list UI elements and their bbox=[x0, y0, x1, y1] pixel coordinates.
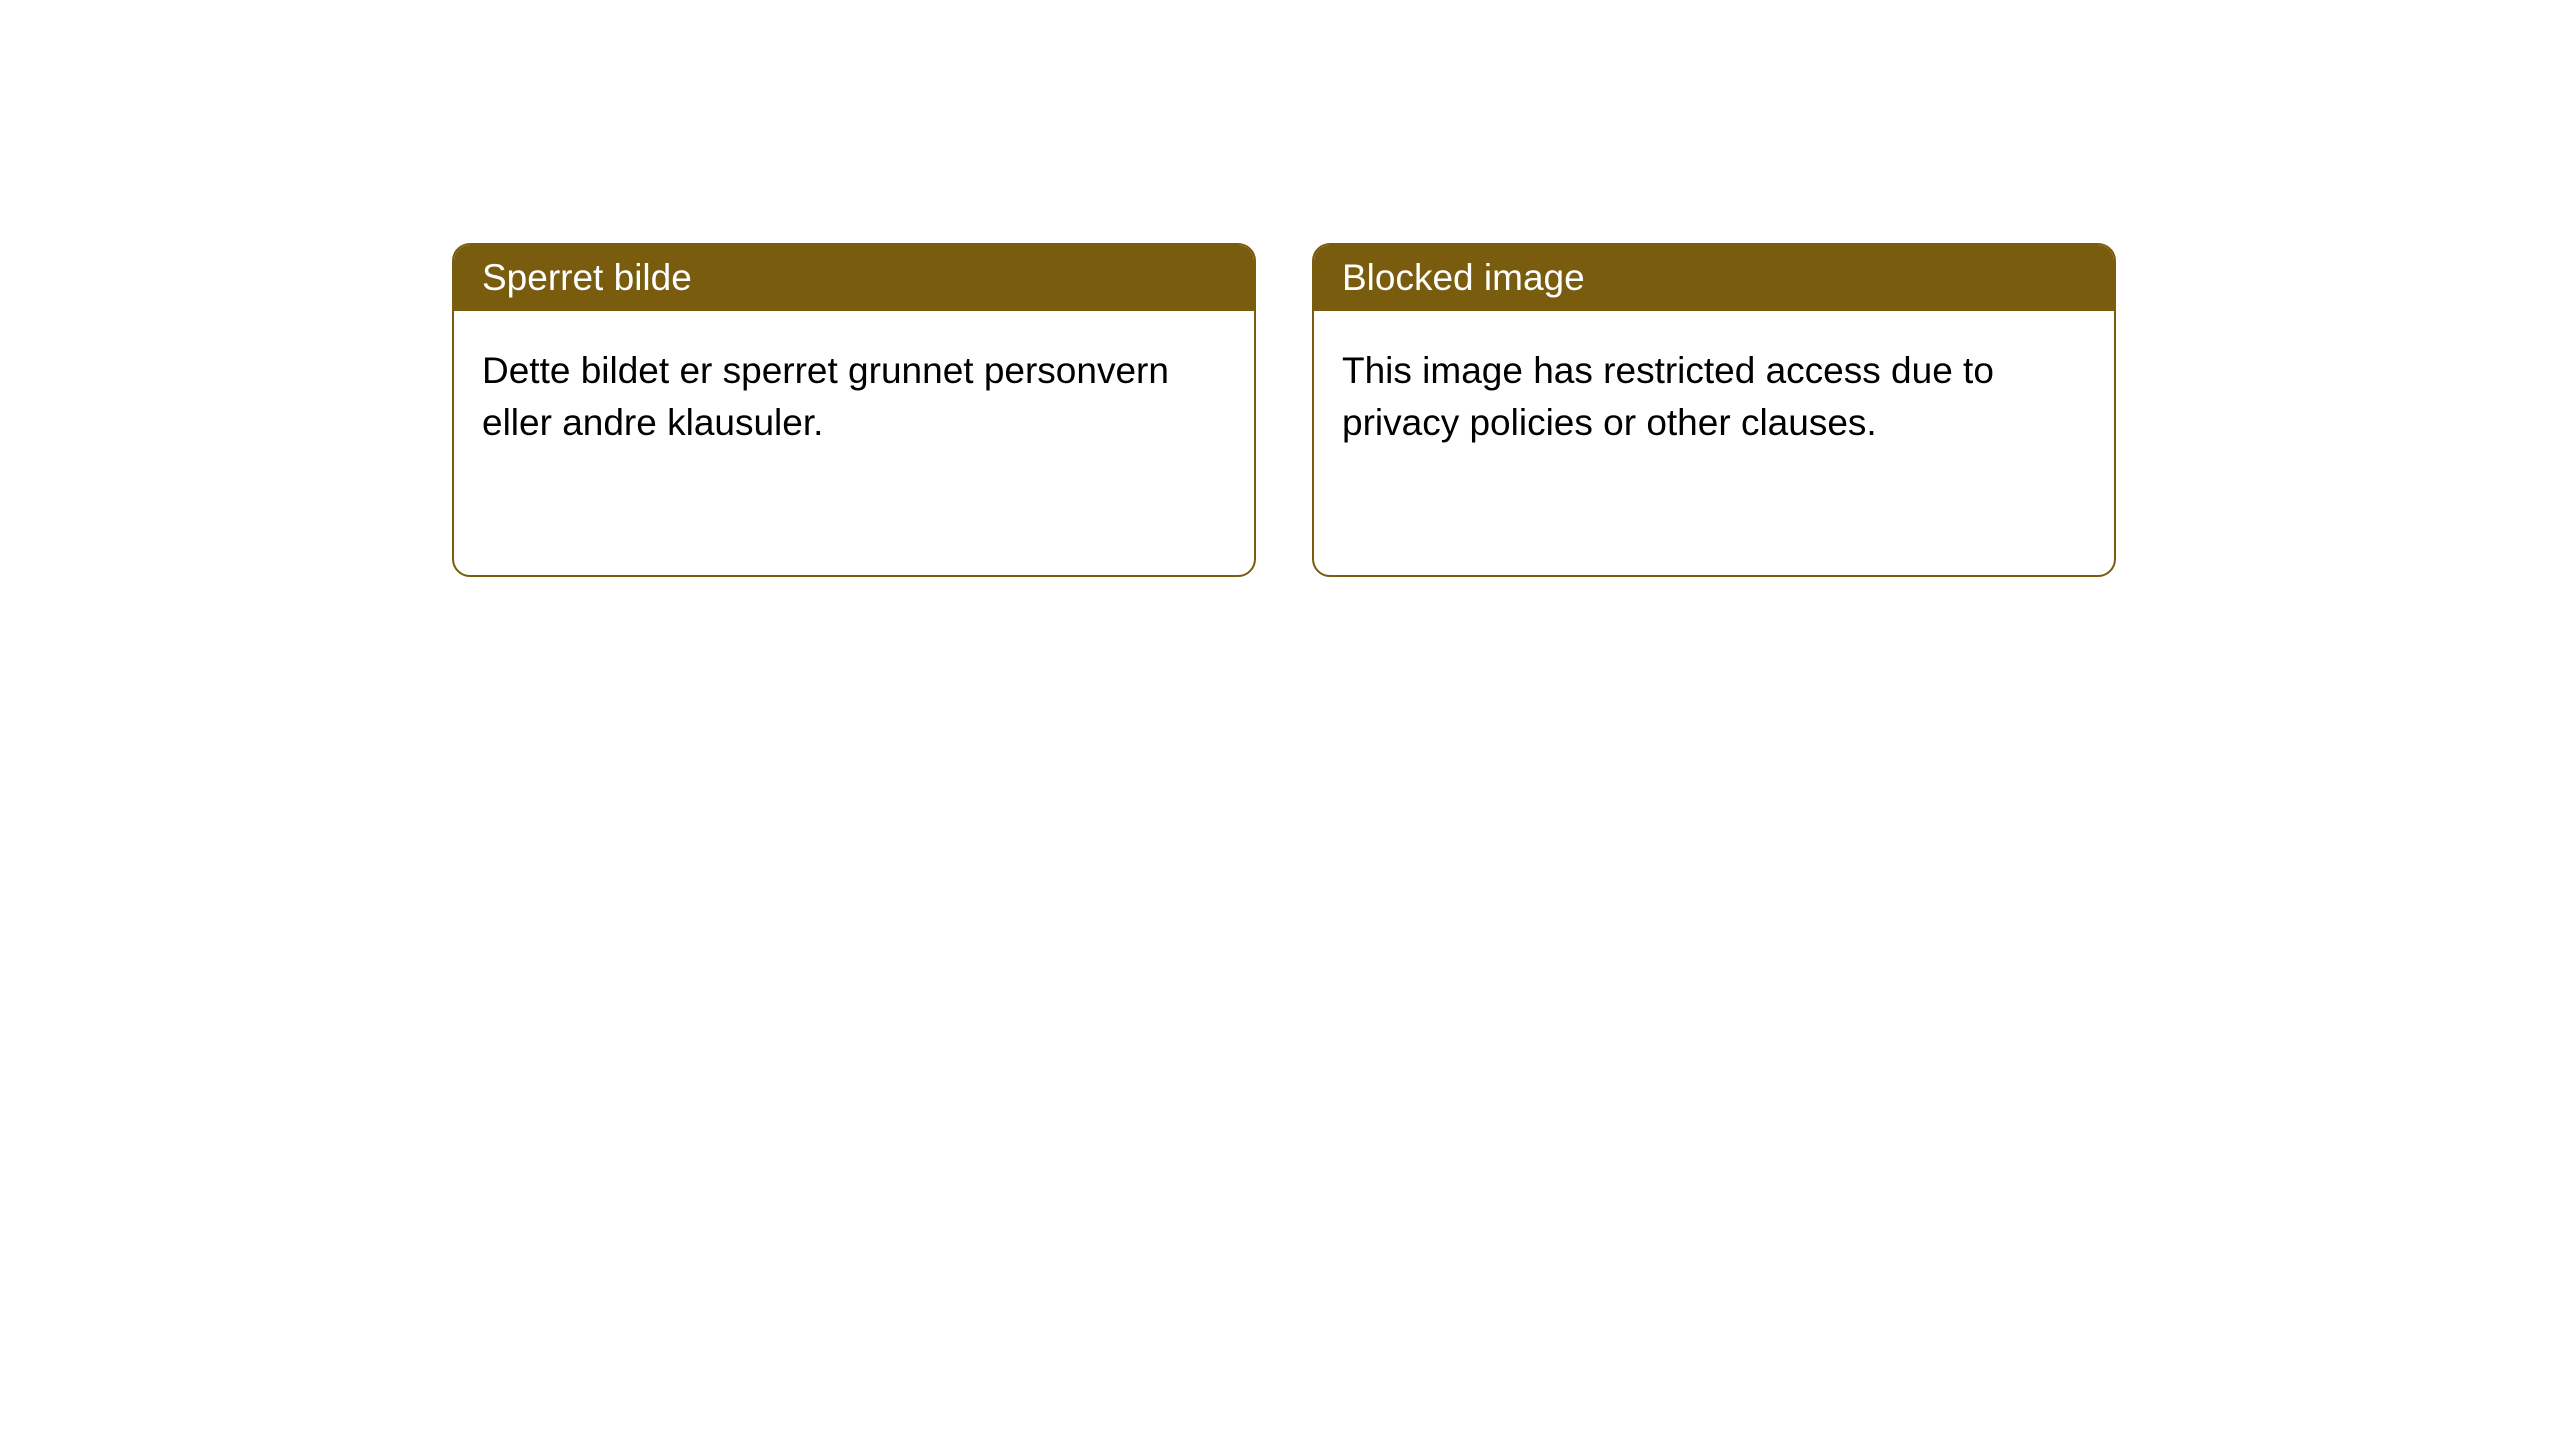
card-body: This image has restricted access due to … bbox=[1314, 311, 2114, 483]
card-title: Sperret bilde bbox=[482, 257, 692, 298]
card-header: Sperret bilde bbox=[454, 245, 1254, 311]
card-header: Blocked image bbox=[1314, 245, 2114, 311]
card-title: Blocked image bbox=[1342, 257, 1585, 298]
card-body-text: This image has restricted access due to … bbox=[1342, 350, 1994, 443]
notice-cards-row: Sperret bilde Dette bildet er sperret gr… bbox=[452, 243, 2116, 577]
notice-card-english: Blocked image This image has restricted … bbox=[1312, 243, 2116, 577]
notice-card-norwegian: Sperret bilde Dette bildet er sperret gr… bbox=[452, 243, 1256, 577]
card-body-text: Dette bildet er sperret grunnet personve… bbox=[482, 350, 1169, 443]
card-body: Dette bildet er sperret grunnet personve… bbox=[454, 311, 1254, 483]
